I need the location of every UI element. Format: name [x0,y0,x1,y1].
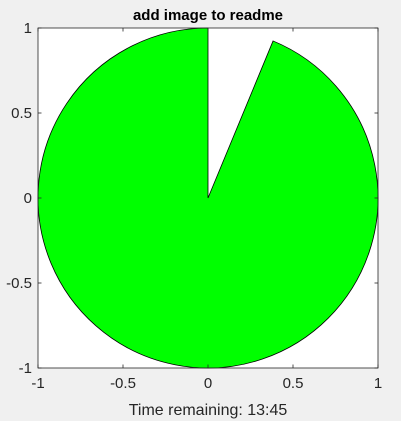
y-tick-label: 0 [24,190,32,207]
x-axis-label: Time remaining: 13:45 [129,402,288,419]
x-tick-label: 1 [374,375,382,392]
pie-slice-progress [37,27,379,369]
y-tick-label: -1 [19,360,32,377]
x-tick-label: 0.5 [283,375,304,392]
y-tick-label: 1 [24,20,32,37]
y-tick-label: 0.5 [11,105,32,122]
chart-title: add image to readme [133,7,283,24]
x-tick-label: -0.5 [110,375,136,392]
x-tick-label: 0 [204,375,212,392]
axis-ticks: -1 -0.5 0 0.5 1 1 0.5 0 -0.5 -1 [6,20,382,392]
y-tick-label: -0.5 [6,275,32,292]
x-tick-label: -1 [31,375,44,392]
